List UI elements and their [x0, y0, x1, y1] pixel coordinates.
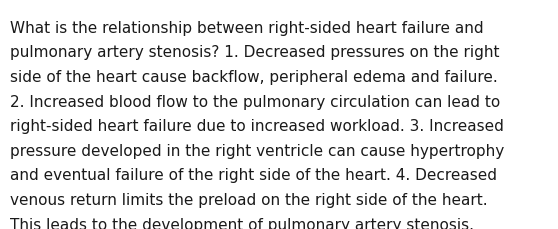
Text: This leads to the development of pulmonary artery stenosis.: This leads to the development of pulmona… [10, 217, 474, 229]
Text: pulmonary artery stenosis? 1. Decreased pressures on the right: pulmonary artery stenosis? 1. Decreased … [10, 45, 499, 60]
Text: side of the heart cause backflow, peripheral edema and failure.: side of the heart cause backflow, periph… [10, 70, 498, 85]
Text: What is the relationship between right-sided heart failure and: What is the relationship between right-s… [10, 21, 484, 35]
Text: venous return limits the preload on the right side of the heart.: venous return limits the preload on the … [10, 192, 488, 207]
Text: pressure developed in the right ventricle can cause hypertrophy: pressure developed in the right ventricl… [10, 143, 504, 158]
Text: 2. Increased blood flow to the pulmonary circulation can lead to: 2. Increased blood flow to the pulmonary… [10, 94, 501, 109]
Text: right-sided heart failure due to increased workload. 3. Increased: right-sided heart failure due to increas… [10, 119, 504, 134]
Text: and eventual failure of the right side of the heart. 4. Decreased: and eventual failure of the right side o… [10, 168, 497, 183]
